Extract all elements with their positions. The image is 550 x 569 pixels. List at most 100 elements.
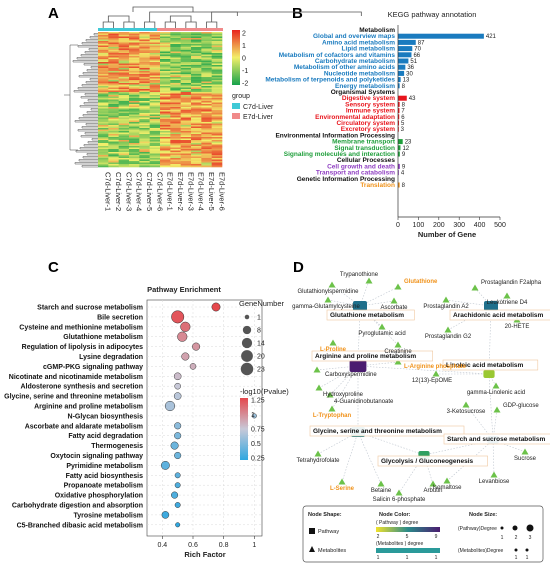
- heatmap-cell: [201, 138, 212, 141]
- heatmap-cell: [201, 129, 212, 132]
- heatmap-cell: [149, 54, 161, 57]
- heatmap-cell: [180, 69, 192, 72]
- heatmap-cell: [170, 144, 181, 147]
- heatmap-cell: [180, 150, 192, 153]
- heatmap-cell: [149, 144, 161, 147]
- heatmap-cell: [170, 129, 181, 132]
- heatmap-cell: [108, 78, 119, 81]
- heatmap-cell: [149, 165, 161, 168]
- heatmap-cell: [160, 71, 171, 73]
- heatmap-cell: [98, 83, 109, 85]
- heatmap-cell: [170, 51, 181, 54]
- heatmap-cell: [139, 123, 150, 126]
- heatmap-cell: [170, 138, 181, 141]
- heatmap-cell: [180, 143, 192, 145]
- pvalue-legend-tick: 0.25: [251, 456, 265, 463]
- heatmap-cell: [191, 53, 202, 55]
- heatmap-cell: [211, 107, 223, 109]
- heatmap-cell: [98, 165, 109, 168]
- heatmap-cell: [118, 33, 130, 36]
- heatmap-cell: [149, 41, 161, 43]
- kegg-group-header: Organismal Systems: [331, 89, 396, 96]
- heatmap-cell: [201, 125, 212, 127]
- heatmap-cell: [149, 143, 161, 145]
- kegg-bar-value: 66: [413, 53, 420, 59]
- heatmap-cell: [118, 84, 130, 87]
- heatmap-cell: [191, 66, 202, 69]
- heatmap-cell: [129, 134, 140, 136]
- sample-label: E7d-Liver-6: [217, 172, 226, 211]
- kegg-bar: [398, 170, 399, 176]
- heatmap-cell: [191, 101, 202, 103]
- heatmap-cell: [118, 128, 130, 130]
- heatmap-cell: [191, 36, 202, 39]
- heatmap-cell: [170, 39, 181, 42]
- heatmap-cell: [201, 69, 212, 72]
- heatmap-cell: [149, 53, 161, 55]
- heatmap-cell: [160, 36, 171, 39]
- heatmap-cell: [149, 44, 161, 46]
- heatmap-cell: [129, 96, 140, 99]
- legend-size-met-tick: 1: [526, 555, 529, 561]
- heatmap-cell: [108, 56, 119, 58]
- heatmap-cell: [98, 143, 109, 145]
- heatmap-cell: [108, 71, 119, 73]
- heatmap-cell: [149, 131, 161, 133]
- heatmap-cell: [160, 155, 171, 157]
- heatmap-cell: [149, 134, 161, 136]
- pathway-label-box: [309, 425, 465, 437]
- panel-label-d: D: [293, 259, 304, 276]
- heatmap-cell: [211, 111, 223, 114]
- heatmap-cell: [201, 132, 212, 135]
- heatmap-cell: [118, 59, 130, 61]
- heatmap-cell: [180, 60, 192, 63]
- kegg-bar: [398, 95, 407, 101]
- heatmap-cell: [211, 125, 223, 127]
- heatmap-cell: [98, 98, 109, 100]
- heatmap-cell: [180, 116, 192, 118]
- heatmap-cell: [191, 126, 202, 129]
- heatmap-cell: [149, 104, 161, 106]
- heatmap-cell: [149, 126, 161, 129]
- heatmap-cell: [108, 150, 119, 153]
- heatmap-cell: [118, 86, 130, 88]
- heatmap-cell: [108, 152, 119, 154]
- legend-metabolite-tick: 1: [377, 555, 380, 561]
- heatmap-cell: [129, 71, 140, 73]
- heatmap-cell: [170, 42, 181, 45]
- enrichment-category-label: cGMP-PKG signaling pathway: [43, 364, 143, 371]
- heatmap-cell: [211, 132, 223, 135]
- legend-metabolite-label: Metabolites: [318, 548, 346, 554]
- heatmap-cell: [160, 45, 171, 48]
- heatmap-cell: [129, 120, 140, 123]
- heatmap-cell: [108, 135, 119, 138]
- heatmap-cell: [98, 144, 109, 147]
- heatmap-cell: [211, 80, 223, 82]
- heatmap-cell: [201, 149, 212, 151]
- enrichment-title: Pathway Enrichment: [147, 285, 221, 294]
- heatmap-cell: [191, 57, 202, 60]
- heatmap-cell: [201, 150, 212, 153]
- heatmap-cell: [211, 50, 223, 52]
- kegg-bar: [398, 145, 401, 151]
- heatmap-cell: [108, 68, 119, 70]
- heatmap-cell: [180, 123, 192, 126]
- heatmap-cell: [170, 114, 181, 117]
- heatmap-cell: [201, 165, 212, 168]
- heatmap-cell: [180, 78, 192, 81]
- heatmap-cell: [118, 120, 130, 123]
- metabolite-label: L-Serine: [330, 486, 355, 492]
- heatmap-cell: [129, 89, 140, 91]
- heatmap-cell: [170, 99, 181, 102]
- heatmap-cell: [129, 56, 140, 58]
- heatmap-cell: [211, 72, 223, 75]
- kegg-bar-value: 43: [409, 96, 416, 102]
- heatmap-cell: [191, 117, 202, 120]
- heatmap-cell: [139, 86, 150, 88]
- heatmap-cell: [191, 78, 202, 81]
- kegg-bar-value: 5: [401, 121, 405, 127]
- heatmap-cell: [180, 146, 192, 148]
- heatmap-cell: [170, 158, 181, 160]
- heatmap-cell: [201, 56, 212, 58]
- heatmap-cell: [98, 156, 109, 159]
